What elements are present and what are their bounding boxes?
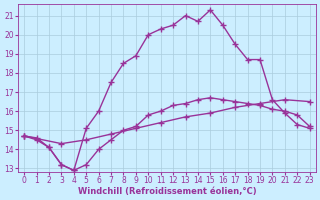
X-axis label: Windchill (Refroidissement éolien,°C): Windchill (Refroidissement éolien,°C)	[77, 187, 256, 196]
